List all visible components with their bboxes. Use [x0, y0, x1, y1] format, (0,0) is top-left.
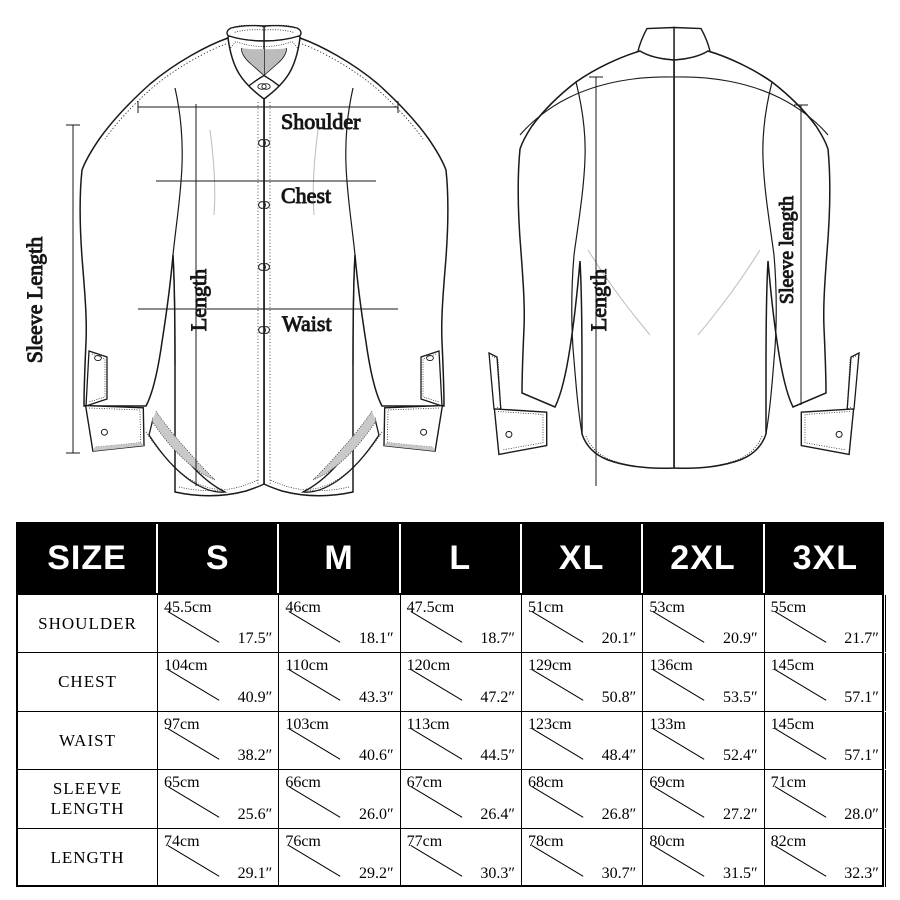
svg-text:Length: Length: [586, 269, 611, 331]
svg-text:Sleeve Length: Sleeve Length: [22, 237, 47, 363]
svg-text:Length: Length: [186, 269, 211, 331]
svg-text:Shoulder: Shoulder: [281, 109, 361, 134]
svg-text:Chest: Chest: [281, 183, 331, 208]
svg-text:Waist: Waist: [282, 311, 332, 336]
svg-text:Sleeve length: Sleeve length: [776, 196, 798, 304]
